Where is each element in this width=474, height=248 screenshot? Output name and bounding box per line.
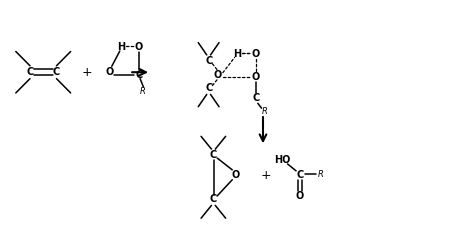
Text: R: R (262, 107, 267, 116)
Text: R: R (318, 170, 324, 179)
Text: O: O (252, 72, 260, 82)
Text: C: C (135, 70, 142, 80)
Text: C: C (210, 194, 217, 204)
Text: O: O (252, 49, 260, 59)
Text: +: + (261, 169, 272, 182)
Text: H: H (117, 42, 125, 52)
Text: +: + (82, 66, 92, 79)
Text: O: O (105, 67, 113, 77)
Text: C: C (252, 93, 260, 103)
Text: O: O (296, 190, 304, 201)
Text: H: H (233, 49, 241, 59)
Text: R: R (139, 88, 146, 96)
Text: C: C (296, 170, 303, 180)
Text: O: O (232, 170, 240, 180)
Text: C: C (27, 67, 34, 77)
Text: C: C (205, 56, 212, 66)
Text: C: C (210, 150, 217, 160)
Text: O: O (213, 70, 221, 80)
Text: O: O (135, 42, 143, 52)
Text: HO: HO (273, 155, 290, 165)
Text: C: C (53, 67, 60, 77)
Text: C: C (205, 84, 212, 93)
